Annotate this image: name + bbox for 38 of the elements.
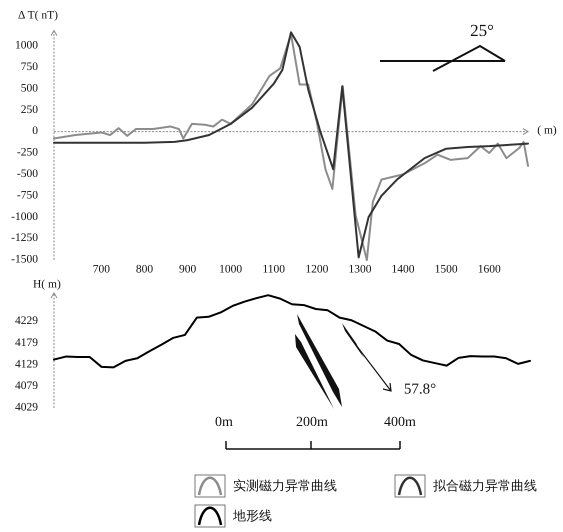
x-tick-label: 1300 xyxy=(348,264,372,276)
line-series xyxy=(53,294,531,368)
y-tick-label: -1250 xyxy=(11,232,38,244)
y-tick-label: -750 xyxy=(16,189,38,202)
x-tick-label: 800 xyxy=(136,264,154,276)
x-axis-title: ( m) xyxy=(537,124,557,137)
annotation: 57.8° xyxy=(404,381,436,398)
x-tick-label: 1100 xyxy=(262,264,286,276)
x-tick-label: 900 xyxy=(178,264,196,276)
y-tick-label: 750 xyxy=(20,61,38,74)
y-tick-label: -500 xyxy=(16,168,38,180)
x-tick-label: 1600 xyxy=(478,264,501,276)
text: 0m xyxy=(215,415,234,430)
legend-label: 实测磁力异常曲线 xyxy=(233,478,337,493)
text: 200m xyxy=(296,415,328,430)
y-tick-label: 1000 xyxy=(15,40,38,52)
x-tick-label: 1500 xyxy=(434,264,458,276)
x-tick-label: 1200 xyxy=(305,264,329,276)
y-tick-label: 0 xyxy=(32,125,38,138)
y-tick-label: 4129 xyxy=(15,358,38,370)
y-tick-label: -250 xyxy=(16,146,38,159)
x-tick-label: 1000 xyxy=(219,264,242,276)
y-axis-title: H( m) xyxy=(33,278,61,291)
y-tick-label: -1000 xyxy=(11,210,38,223)
annotation: 25° xyxy=(470,20,494,40)
x-tick-label: 700 xyxy=(92,264,110,276)
y-tick-label: 4029 xyxy=(15,402,38,414)
text: 400m xyxy=(384,415,416,430)
x-tick-label: 1400 xyxy=(392,264,415,276)
y-axis-title: Δ T( nT) xyxy=(18,10,58,22)
y-tick-label: 250 xyxy=(20,104,38,116)
y-tick-label: 4229 xyxy=(15,315,38,328)
y-tick-label: 4079 xyxy=(15,380,38,392)
y-tick-label: 500 xyxy=(20,82,38,94)
y-tick-label: -1500 xyxy=(11,254,38,266)
legend-label: 地形线 xyxy=(232,508,272,523)
legend-label: 拟合磁力异常曲线 xyxy=(433,478,537,493)
y-tick-label: 4179 xyxy=(15,336,38,349)
